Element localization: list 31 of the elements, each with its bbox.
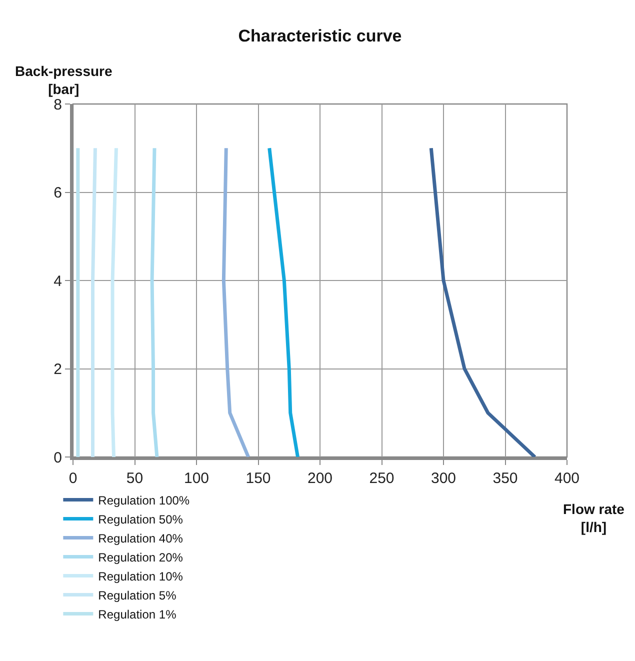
line-series: [429, 146, 537, 457]
y-axis-title: Back-pressure [bar]: [15, 63, 112, 98]
y-tick-label: 0: [54, 449, 62, 466]
x-tick-label: 200: [307, 470, 333, 487]
x-tick-label: 300: [430, 470, 456, 487]
x-tick-label: 150: [246, 470, 271, 487]
x-tick-label: 350: [492, 470, 518, 487]
legend-label: Regulation 100%: [98, 493, 190, 508]
x-tick-label: 100: [184, 470, 210, 487]
line-series: [91, 146, 97, 457]
x-tick-label: 400: [554, 470, 580, 487]
line-series: [150, 146, 159, 457]
legend-label: Regulation 5%: [98, 588, 177, 602]
x-axis-title: Flow rate [l/h]: [563, 501, 625, 536]
chart-title: Characteristic curve: [238, 26, 402, 46]
x-tick-label: 50: [126, 470, 144, 487]
legend-label: Regulation 10%: [98, 569, 184, 584]
y-tick-label: 2: [54, 361, 62, 378]
line-series: [76, 146, 80, 457]
line-series: [222, 146, 250, 457]
legend-label: Regulation 50%: [98, 512, 184, 526]
legend-label: Regulation 40%: [98, 531, 184, 546]
line-series: [110, 146, 118, 457]
line-series: [268, 146, 300, 457]
y-tick-label: 4: [54, 272, 62, 290]
x-tick-label: 250: [369, 470, 394, 487]
y-tick-label: 8: [54, 96, 62, 114]
y-tick-label: 6: [54, 184, 62, 202]
legend-label: Regulation 20%: [98, 550, 184, 564]
x-tick-label: 0: [68, 470, 78, 487]
legend-label: Regulation 1%: [98, 607, 177, 622]
